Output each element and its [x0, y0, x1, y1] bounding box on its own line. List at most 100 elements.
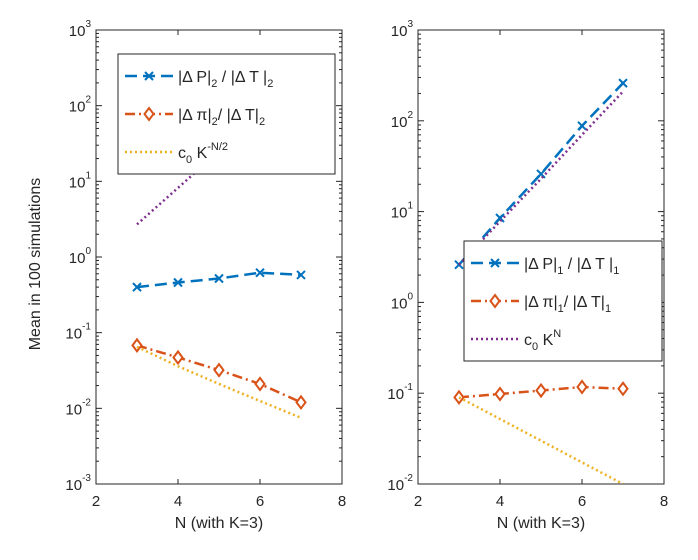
- legend-superscript: -N/2: [207, 141, 228, 153]
- y-tick-exponent: -1: [82, 322, 91, 333]
- legend-label: |Δ P|1​ / |Δ T |1​: [524, 256, 619, 277]
- y-tick-label: 10-3: [65, 473, 91, 494]
- x-tick-label: 6: [256, 493, 264, 510]
- y-tick-base: 10: [65, 401, 82, 418]
- x-tick-label: 8: [338, 493, 346, 510]
- legend-text: c: [178, 145, 186, 162]
- series-line-c0: [458, 90, 624, 266]
- y-tick-label: 100: [391, 291, 414, 312]
- y-tick-base: 10: [391, 23, 408, 40]
- y-tick-label: 102: [391, 110, 414, 131]
- legend-label: c0​ KN​: [524, 328, 561, 353]
- y-tick-label: 10-1: [387, 382, 413, 403]
- data-point: [535, 382, 547, 399]
- y-tick-exponent: 1: [85, 170, 91, 181]
- y-tick-base: 10: [69, 99, 86, 116]
- legend-text: K: [192, 145, 207, 162]
- y-tick-exponent: 3: [407, 19, 413, 30]
- data-point: [577, 121, 587, 131]
- y-tick-base: 10: [391, 114, 408, 131]
- data-point: [296, 270, 306, 280]
- legend-text: / |Δ T|: [218, 107, 259, 124]
- legend-subscript: 1: [558, 303, 564, 315]
- legend-text: |Δ π|: [524, 294, 558, 311]
- legend-label: c0​ K-N/2​: [178, 141, 228, 166]
- data-point: [213, 362, 225, 378]
- data-point: [618, 78, 628, 88]
- x-axis-label: N (with K=3): [175, 515, 263, 532]
- data-point: [495, 213, 505, 223]
- legend-text: / |Δ T |: [217, 69, 267, 86]
- legend-subscript: 2: [211, 78, 217, 90]
- series-line-c0-hidden: [136, 78, 302, 226]
- y-tick-base: 10: [69, 250, 86, 267]
- legend-superscript: N: [553, 328, 561, 340]
- y-tick-label: 102: [69, 95, 92, 116]
- data-point: [132, 282, 142, 292]
- legend-subscript: 1: [613, 265, 619, 277]
- legend-text: c: [524, 332, 532, 349]
- data-point: [131, 337, 143, 354]
- y-tick-label: 10-2: [387, 473, 413, 494]
- data-point: [143, 106, 155, 122]
- y-axis-label: Mean in 100 simulations: [27, 178, 44, 351]
- series-group: [131, 78, 307, 419]
- legend-text: / |Δ T|: [564, 294, 605, 311]
- data-point: [489, 293, 501, 309]
- y-tick-base: 10: [65, 326, 82, 343]
- data-point: [536, 169, 546, 179]
- y-tick-exponent: 2: [85, 95, 91, 106]
- y-tick-base: 10: [69, 174, 86, 191]
- legend-subscript: 1: [605, 303, 611, 315]
- x-tick-label: 4: [496, 493, 504, 510]
- data-point: [214, 273, 224, 284]
- y-tick-base: 10: [65, 477, 82, 494]
- legend-subscript: 1: [557, 265, 563, 277]
- x-tick-label: 8: [660, 493, 668, 510]
- series-line-dP: [458, 82, 624, 266]
- y-tick-exponent: -2: [82, 397, 91, 408]
- legend-label: |Δ π|1​/ |Δ T|1​: [524, 294, 611, 315]
- data-point: [254, 376, 266, 392]
- y-tick-label: 100: [69, 246, 92, 267]
- y-tick-label: 10-1: [65, 322, 91, 343]
- y-tick-exponent: -1: [404, 382, 413, 393]
- data-point: [617, 381, 629, 397]
- data-point: [173, 277, 183, 288]
- y-tick-exponent: 0: [85, 246, 91, 257]
- axes-box: [417, 29, 665, 485]
- y-tick-base: 10: [69, 23, 86, 40]
- legend-text: / |Δ T |: [563, 256, 613, 273]
- y-tick-label: 103: [69, 19, 92, 40]
- series-line-dP: [136, 271, 302, 289]
- legend: |Δ P|2​ / |Δ T |2​ |Δ π|2​/ |Δ T|2​ c0​ K-…: [117, 53, 336, 175]
- y-tick-exponent: 0: [407, 291, 413, 302]
- series-group: [453, 78, 629, 484]
- series-line-c0-hidden: [458, 396, 624, 484]
- legend-label: |Δ P|2​ / |Δ T |2​: [178, 69, 273, 90]
- y-tick-label: 101: [391, 201, 414, 222]
- y-tick-exponent: -3: [82, 473, 91, 484]
- data-point: [490, 258, 500, 268]
- x-tick-label: 4: [174, 493, 182, 510]
- legend-subscript: 2: [267, 78, 273, 90]
- y-tick-base: 10: [387, 386, 404, 403]
- x-tick-label: 6: [578, 493, 586, 510]
- x-tick-label: 2: [92, 493, 100, 510]
- y-tick-base: 10: [387, 477, 404, 494]
- y-tick-label: 103: [391, 19, 414, 40]
- x-tick-label: 2: [414, 493, 422, 510]
- data-point: [576, 379, 588, 395]
- legend-label: |Δ π|2​/ |Δ T|2​: [178, 107, 265, 128]
- y-tick-label: 10-2: [65, 397, 91, 418]
- y-tick-base: 10: [391, 295, 408, 312]
- legend: |Δ P|1​ / |Δ T |1​ |Δ π|1​/ |Δ T|1​ c0​ KN…: [463, 240, 663, 362]
- legend-subscript: 2: [212, 116, 218, 128]
- legend-text: |Δ π|: [178, 107, 212, 124]
- y-tick-exponent: -2: [404, 473, 413, 484]
- legend-text: |Δ P|: [178, 69, 211, 86]
- legend-text: |Δ P|: [524, 256, 557, 273]
- data-point: [255, 268, 265, 278]
